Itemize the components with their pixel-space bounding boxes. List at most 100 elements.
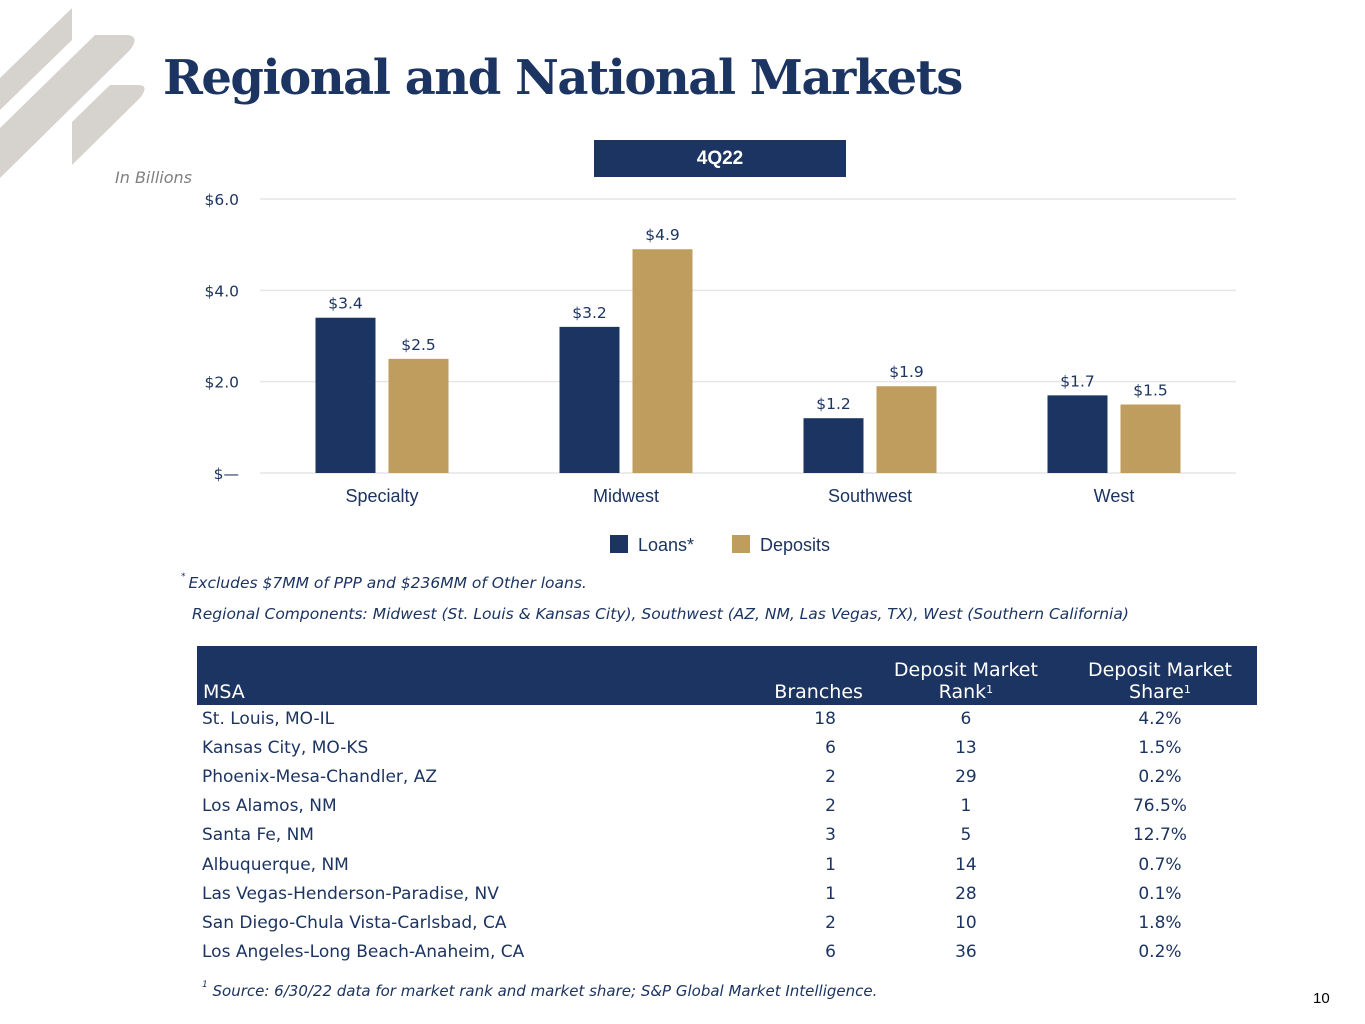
- cell-share: 12.7%: [1132, 825, 1187, 846]
- data-label: $3.4: [328, 295, 363, 313]
- cell-rank: 5: [960, 825, 972, 846]
- footnote-text: Excludes $7MM of PPP and $236MM of Other…: [188, 574, 587, 592]
- cell-rank: 36: [955, 941, 977, 962]
- cell-msa: Los Alamos, NM: [202, 796, 337, 817]
- bar-deposits-specialty: [388, 358, 449, 473]
- source-footnote: 1 Source: 6/30/22 data for market rank a…: [202, 980, 878, 1000]
- data-label: $1.9: [889, 363, 924, 381]
- table-row: Phoenix-Mesa-Chandler, AZ 2 29 0.2%: [197, 763, 1257, 792]
- header-branches: Branches: [774, 681, 863, 703]
- cell-msa: St. Louis, MO-IL: [202, 709, 335, 730]
- x-tick-label: Midwest: [593, 486, 659, 506]
- bar-deposits-west: [1120, 404, 1181, 473]
- cell-rank: 1: [960, 796, 972, 817]
- msa-table: MSA Branches Deposit Market Rank1 Deposi…: [197, 646, 1257, 967]
- cell-share: 0.2%: [1138, 767, 1182, 788]
- cell-msa: San Diego-Chula Vista-Carlsbad, CA: [202, 912, 507, 933]
- cell-branches: 18: [814, 709, 836, 730]
- cell-branches: 3: [825, 825, 836, 846]
- cell-branches: 6: [825, 941, 836, 962]
- legend-swatch-loans: [610, 535, 628, 553]
- table-row: Las Vegas-Henderson-Paradise, NV 1 28 0.1%: [197, 880, 1257, 909]
- y-tick-label: $4.0: [204, 282, 239, 300]
- bar-loans-southwest: [803, 418, 864, 473]
- header-rank-marker: 1: [986, 683, 994, 696]
- cell-rank: 29: [955, 767, 977, 788]
- cell-msa: Santa Fe, NM: [202, 825, 314, 846]
- footnote-marker: *: [181, 572, 186, 582]
- regional-components-note: Regional Components: Midwest (St. Louis …: [192, 605, 1129, 623]
- data-label: $1.7: [1060, 372, 1095, 390]
- y-tick-label: $6.0: [204, 191, 239, 209]
- source-marker: 1: [202, 980, 208, 990]
- data-label: $4.9: [645, 226, 680, 244]
- data-label: $2.5: [401, 336, 436, 354]
- cell-rank: 10: [955, 912, 977, 933]
- loans-footnote: * Excludes $7MM of PPP and $236MM of Othe…: [181, 572, 587, 592]
- page-number: 10: [1313, 990, 1330, 1007]
- logo-stripe: [72, 85, 145, 165]
- cell-share: 1.8%: [1138, 912, 1182, 933]
- x-tick-label: Southwest: [828, 486, 912, 506]
- bar-deposits-southwest: [876, 386, 937, 473]
- x-tick-label: Specialty: [345, 486, 418, 506]
- legend-swatch-deposits: [732, 535, 750, 553]
- bar-deposits-midwest: [632, 249, 693, 473]
- cell-msa: Los Angeles-Long Beach-Anaheim, CA: [202, 941, 525, 962]
- header-rank-line2: Rank: [938, 681, 987, 703]
- bar-loans-midwest: [559, 326, 620, 473]
- y-tick-label: $2.0: [204, 374, 239, 392]
- cell-msa: Albuquerque, NM: [202, 854, 349, 875]
- cell-branches: 1: [825, 883, 836, 904]
- table-row: Kansas City, MO-KS 6 13 1.5%: [197, 734, 1257, 763]
- bar-chart: $— $2.0 $4.0 $6.0 $3.4 $2.5 $3.2 $4.9 $1.2 $1.9 $…: [204, 191, 1236, 555]
- table-row: Los Angeles-Long Beach-Anaheim, CA 6 36 0.2…: [197, 938, 1257, 967]
- data-label: $3.2: [572, 304, 607, 322]
- cell-branches: 6: [825, 738, 836, 759]
- logo-stripes-icon: [0, 8, 145, 178]
- cell-branches: 1: [825, 854, 836, 875]
- legend-label: Loans*: [638, 535, 694, 555]
- header-msa: MSA: [203, 681, 245, 703]
- cell-msa: Kansas City, MO-KS: [202, 738, 369, 759]
- cell-branches: 2: [825, 796, 836, 817]
- cell-share: 0.7%: [1138, 854, 1182, 875]
- table-row: San Diego-Chula Vista-Carlsbad, CA 2 10 1.8…: [197, 909, 1257, 938]
- page-title: Regional and National Markets: [163, 50, 963, 106]
- table-row: Albuquerque, NM 1 14 0.7%: [197, 850, 1257, 879]
- y-tick-label: $—: [214, 465, 239, 483]
- cell-msa: Las Vegas-Henderson-Paradise, NV: [202, 883, 499, 904]
- cell-rank: 14: [955, 854, 977, 875]
- logo-stripe: [0, 8, 72, 110]
- cell-share: 4.2%: [1138, 709, 1182, 730]
- table-row: Santa Fe, NM 3 5 12.7%: [197, 821, 1257, 850]
- header-share-line1: Deposit Market: [1087, 659, 1232, 681]
- legend-label: Deposits: [760, 535, 830, 555]
- header-deposit-market-rank: Deposit Market Rank1: [869, 646, 1063, 705]
- data-label: $1.2: [816, 395, 851, 413]
- header-deposit-market-share: Deposit Market Share1: [1063, 646, 1257, 705]
- bar-loans-west: [1047, 395, 1108, 473]
- header-share-line2: Share: [1129, 681, 1184, 703]
- cell-rank: 13: [955, 738, 977, 759]
- period-header: 4Q22: [594, 140, 846, 177]
- table-header-row: MSA Branches Deposit Market Rank1 Deposi…: [197, 646, 1257, 705]
- data-label: $1.5: [1133, 382, 1168, 400]
- cell-rank: 28: [955, 883, 977, 904]
- cell-rank: 6: [960, 709, 972, 730]
- header-rank-line1: Deposit Market: [893, 659, 1038, 681]
- header-share-marker: 1: [1183, 683, 1191, 696]
- x-tick-label: West: [1094, 486, 1135, 506]
- cell-branches: 2: [825, 767, 836, 788]
- logo-stripe: [0, 35, 135, 178]
- table-row: Los Alamos, NM 2 1 76.5%: [197, 792, 1257, 821]
- source-text: Source: 6/30/22 data for market rank and…: [212, 982, 878, 1000]
- cell-share: 76.5%: [1132, 796, 1187, 817]
- cell-msa: Phoenix-Mesa-Chandler, AZ: [202, 767, 437, 788]
- cell-share: 1.5%: [1138, 738, 1182, 759]
- bar-loans-specialty: [315, 317, 376, 473]
- units-label: In Billions: [115, 168, 192, 187]
- cell-share: 0.1%: [1138, 883, 1182, 904]
- cell-branches: 2: [825, 912, 836, 933]
- table-row: St. Louis, MO-IL 18 6 4.2%: [197, 705, 1257, 734]
